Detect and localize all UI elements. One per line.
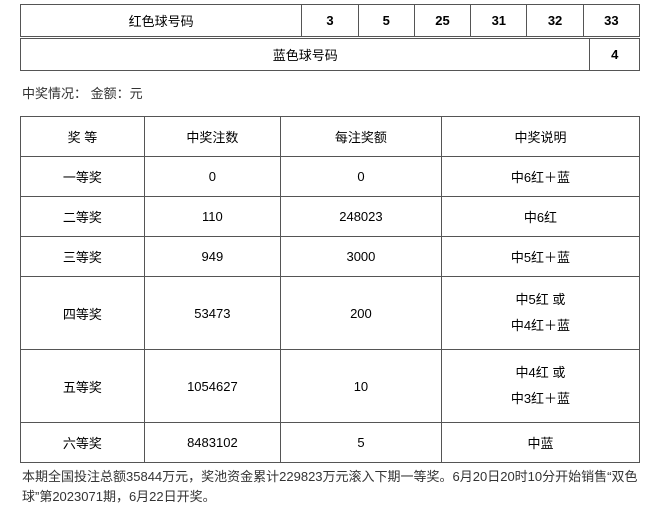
red-ball-number: 31 xyxy=(471,5,527,37)
cell-desc: 中6红＋蓝 xyxy=(441,157,639,197)
cell-level: 五等奖 xyxy=(21,350,145,423)
table-row: 一等奖00中6红＋蓝 xyxy=(21,157,640,197)
red-ball-label: 红色球号码 xyxy=(21,5,302,37)
cell-level: 三等奖 xyxy=(21,237,145,277)
cell-level: 六等奖 xyxy=(21,423,145,463)
cell-level: 二等奖 xyxy=(21,197,145,237)
cell-amount: 10 xyxy=(280,350,441,423)
col-header-count: 中奖注数 xyxy=(144,117,280,157)
ball-numbers-section: 红色球号码 3 5 25 31 32 33 蓝色球号码 4 xyxy=(20,4,640,71)
col-header-level: 奖 等 xyxy=(21,117,145,157)
red-ball-number: 32 xyxy=(527,5,583,37)
red-ball-number: 3 xyxy=(302,5,358,37)
cell-amount: 200 xyxy=(280,277,441,350)
status-line: 中奖情况： 金额：元 xyxy=(20,75,640,116)
table-row: 五等奖105462710中4红 或中3红＋蓝 xyxy=(21,350,640,423)
table-row: 六等奖84831025中蓝 xyxy=(21,423,640,463)
cell-desc: 中5红＋蓝 xyxy=(441,237,639,277)
col-header-desc: 中奖说明 xyxy=(441,117,639,157)
table-row: 三等奖9493000中5红＋蓝 xyxy=(21,237,640,277)
cell-count: 110 xyxy=(144,197,280,237)
cell-level: 一等奖 xyxy=(21,157,145,197)
table-row: 四等奖53473200中5红 或中4红＋蓝 xyxy=(21,277,640,350)
red-ball-number: 5 xyxy=(358,5,414,37)
cell-amount: 5 xyxy=(280,423,441,463)
blue-ball-table: 蓝色球号码 4 xyxy=(20,38,640,71)
red-ball-number: 33 xyxy=(583,5,639,37)
table-header-row: 奖 等 中奖注数 每注奖额 中奖说明 xyxy=(21,117,640,157)
red-ball-table: 红色球号码 3 5 25 31 32 33 xyxy=(20,4,640,37)
footer-text: 本期全国投注总额35844万元，奖池资金累计229823万元滚入下期一等奖。6月… xyxy=(20,463,640,510)
cell-count: 53473 xyxy=(144,277,280,350)
blue-ball-label: 蓝色球号码 xyxy=(21,39,590,71)
cell-desc: 中蓝 xyxy=(441,423,639,463)
cell-level: 四等奖 xyxy=(21,277,145,350)
cell-desc: 中5红 或中4红＋蓝 xyxy=(441,277,639,350)
cell-amount: 3000 xyxy=(280,237,441,277)
col-header-amount: 每注奖额 xyxy=(280,117,441,157)
blue-ball-number: 4 xyxy=(590,39,640,71)
cell-desc: 中6红 xyxy=(441,197,639,237)
cell-count: 0 xyxy=(144,157,280,197)
cell-desc: 中4红 或中3红＋蓝 xyxy=(441,350,639,423)
cell-count: 8483102 xyxy=(144,423,280,463)
cell-amount: 248023 xyxy=(280,197,441,237)
prize-table: 奖 等 中奖注数 每注奖额 中奖说明 一等奖00中6红＋蓝二等奖11024802… xyxy=(20,116,640,463)
red-ball-number: 25 xyxy=(414,5,470,37)
prize-table-body: 一等奖00中6红＋蓝二等奖110248023中6红三等奖9493000中5红＋蓝… xyxy=(21,157,640,463)
cell-amount: 0 xyxy=(280,157,441,197)
cell-count: 1054627 xyxy=(144,350,280,423)
cell-count: 949 xyxy=(144,237,280,277)
table-row: 二等奖110248023中6红 xyxy=(21,197,640,237)
